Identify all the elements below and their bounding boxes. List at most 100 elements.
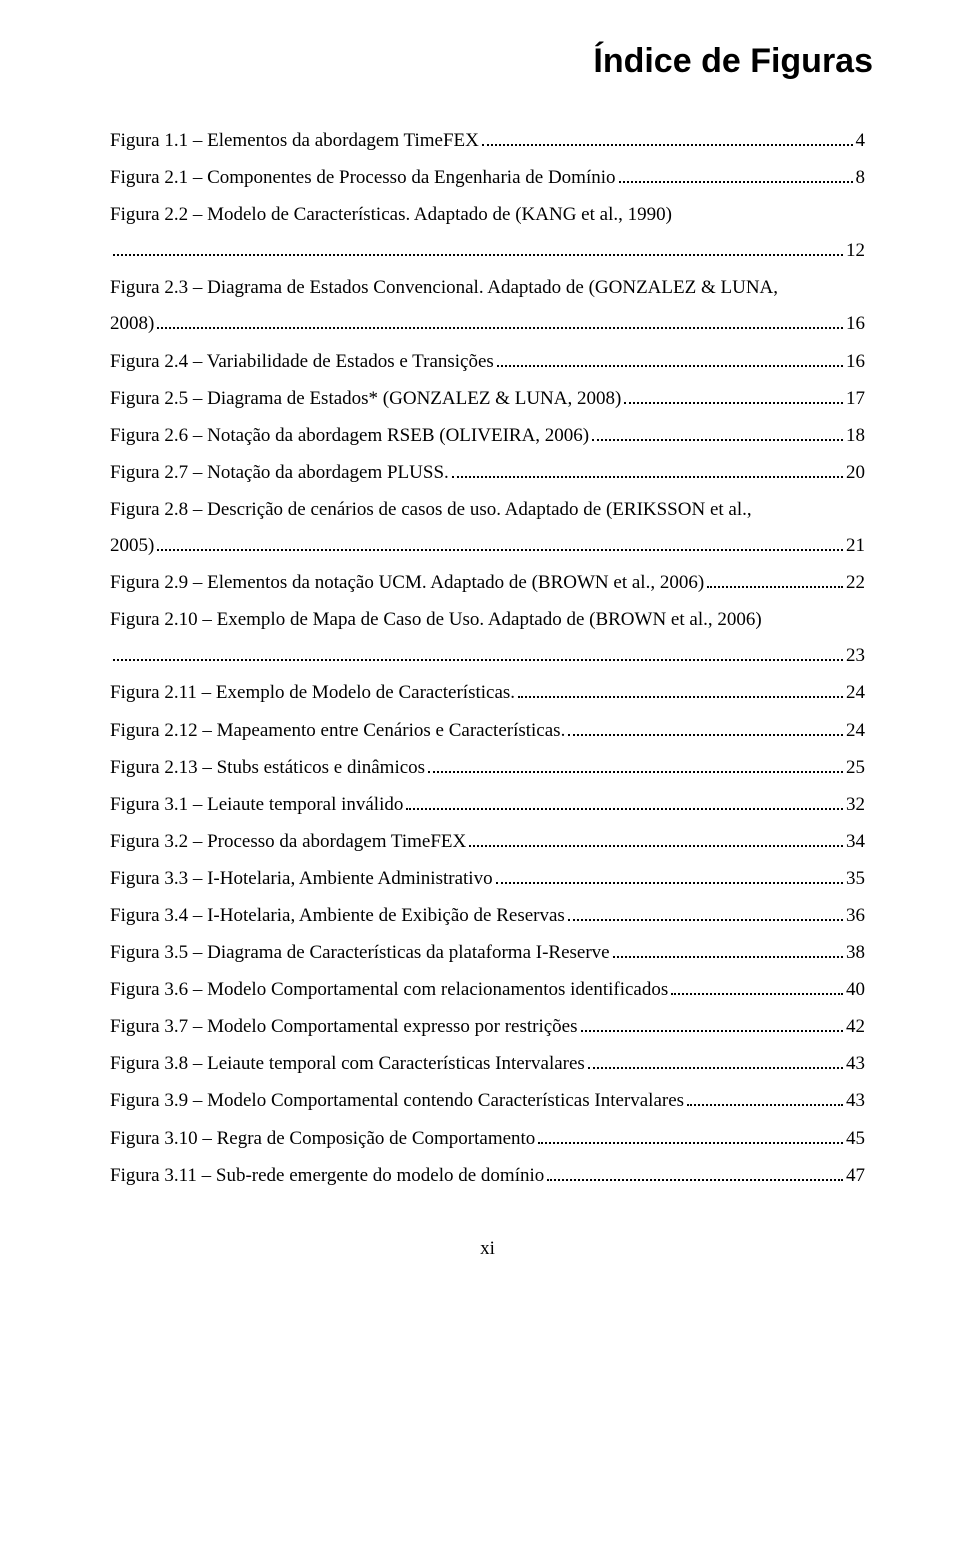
toc-leader-dots bbox=[619, 169, 853, 183]
toc-entry-label: Figura 1.1 – Elementos da abordagem Time… bbox=[110, 123, 479, 159]
toc-entry-page: 34 bbox=[846, 824, 865, 860]
toc-entry-label: Figura 3.4 – I-Hotelaria, Ambiente de Ex… bbox=[110, 898, 565, 934]
toc-entry: Figura 2.9 – Elementos da notação UCM. A… bbox=[110, 565, 865, 601]
toc-leader-dots bbox=[592, 427, 843, 441]
toc-entry-page: 36 bbox=[846, 898, 865, 934]
toc-entry-page: 24 bbox=[846, 713, 865, 749]
toc-entry: Figura 2.13 – Stubs estáticos e dinâmico… bbox=[110, 750, 865, 786]
toc-entry-page: 21 bbox=[846, 528, 865, 564]
toc-entry: Figura 3.11 – Sub-rede emergente do mode… bbox=[110, 1158, 865, 1194]
toc-entry-label: Figura 3.5 – Diagrama de Características… bbox=[110, 935, 610, 971]
toc-entry-line1: Figura 2.10 – Exemplo de Mapa de Caso de… bbox=[110, 602, 865, 638]
toc-entry-label: Figura 2.11 – Exemplo de Modelo de Carac… bbox=[110, 675, 515, 711]
toc-entry-page: 40 bbox=[846, 972, 865, 1008]
toc-leader-dots bbox=[687, 1092, 843, 1106]
toc-entry: Figura 3.10 – Regra de Composição de Com… bbox=[110, 1121, 865, 1157]
toc-entry-label: Figura 2.9 – Elementos da notação UCM. A… bbox=[110, 565, 704, 601]
toc-entry-page: 38 bbox=[846, 935, 865, 971]
toc-leader-dots bbox=[452, 464, 843, 478]
toc-entry: 12 bbox=[110, 233, 865, 269]
toc-entry-label: Figura 2.12 – Mapeamento entre Cenários … bbox=[110, 713, 565, 749]
toc-leader-dots bbox=[624, 389, 843, 403]
toc-entry-page: 16 bbox=[846, 306, 865, 342]
toc-entry-page: 23 bbox=[846, 638, 865, 674]
toc-entry-label: Figura 2.6 – Notação da abordagem RSEB (… bbox=[110, 418, 589, 454]
toc-leader-dots bbox=[538, 1129, 843, 1143]
toc-leader-dots bbox=[469, 833, 843, 847]
toc-entry-page: 4 bbox=[856, 123, 866, 159]
toc-entry-label: Figura 3.8 – Leiaute temporal com Caract… bbox=[110, 1046, 585, 1082]
toc-entry-label: Figura 3.11 – Sub-rede emergente do mode… bbox=[110, 1158, 544, 1194]
toc-entry-label: 2008) bbox=[110, 306, 154, 342]
toc-entry: Figura 2.1 – Componentes de Processo da … bbox=[110, 160, 865, 196]
toc-leader-dots bbox=[707, 574, 843, 588]
toc-entry: Figura 3.1 – Leiaute temporal inválido 3… bbox=[110, 787, 865, 823]
toc-entry-line1: Figura 2.8 – Descrição de cenários de ca… bbox=[110, 492, 865, 528]
toc-entry-page: 20 bbox=[846, 455, 865, 491]
toc-entry-page: 32 bbox=[846, 787, 865, 823]
toc-leader-dots bbox=[113, 647, 843, 661]
toc-entry: Figura 3.6 – Modelo Comportamental com r… bbox=[110, 972, 865, 1008]
toc-entry-page: 43 bbox=[846, 1083, 865, 1119]
toc-entry: Figura 2.6 – Notação da abordagem RSEB (… bbox=[110, 418, 865, 454]
toc-leader-dots bbox=[581, 1018, 843, 1032]
toc-entry: Figura 3.9 – Modelo Comportamental conte… bbox=[110, 1083, 865, 1119]
toc-entry: 2005) 21 bbox=[110, 528, 865, 564]
toc-entry: Figura 1.1 – Elementos da abordagem Time… bbox=[110, 123, 865, 159]
toc-entry-page: 17 bbox=[846, 381, 865, 417]
toc-entry: Figura 2.4 – Variabilidade de Estados e … bbox=[110, 344, 865, 380]
toc-entry-page: 45 bbox=[846, 1121, 865, 1157]
toc-entry-label: Figura 2.13 – Stubs estáticos e dinâmico… bbox=[110, 750, 425, 786]
toc-leader-dots bbox=[113, 242, 843, 256]
toc-entry-label: Figura 2.4 – Variabilidade de Estados e … bbox=[110, 344, 494, 380]
toc-entry-label: Figura 3.3 – I-Hotelaria, Ambiente Admin… bbox=[110, 861, 493, 897]
toc-entry-page: 12 bbox=[846, 233, 865, 269]
toc-entry-page: 24 bbox=[846, 675, 865, 711]
toc-entry-line1: Figura 2.2 – Modelo de Características. … bbox=[110, 197, 865, 233]
toc-entry: Figura 3.4 – I-Hotelaria, Ambiente de Ex… bbox=[110, 898, 865, 934]
toc-entry-page: 43 bbox=[846, 1046, 865, 1082]
toc-entry-label: Figura 3.7 – Modelo Comportamental expre… bbox=[110, 1009, 578, 1045]
toc-entry-label: Figura 3.9 – Modelo Comportamental conte… bbox=[110, 1083, 684, 1119]
toc-leader-dots bbox=[496, 870, 843, 884]
page-title: Índice de Figuras bbox=[110, 42, 873, 81]
toc-entry-label: Figura 2.5 – Diagrama de Estados* (GONZA… bbox=[110, 381, 621, 417]
figures-index: Figura 1.1 – Elementos da abordagem Time… bbox=[110, 123, 865, 1194]
toc-leader-dots bbox=[568, 907, 843, 921]
toc-entry: Figura 3.7 – Modelo Comportamental expre… bbox=[110, 1009, 865, 1045]
toc-entry: Figura 2.7 – Notação da abordagem PLUSS.… bbox=[110, 455, 865, 491]
toc-entry: Figura 2.11 – Exemplo de Modelo de Carac… bbox=[110, 675, 865, 711]
toc-leader-dots bbox=[428, 758, 843, 772]
toc-leader-dots bbox=[157, 315, 843, 329]
toc-entry-label: Figura 3.1 – Leiaute temporal inválido bbox=[110, 787, 403, 823]
toc-leader-dots bbox=[613, 944, 843, 958]
toc-entry-page: 22 bbox=[846, 565, 865, 601]
toc-entry-page: 16 bbox=[846, 344, 865, 380]
toc-entry-label: Figura 3.2 – Processo da abordagem TimeF… bbox=[110, 824, 466, 860]
toc-leader-dots bbox=[568, 721, 843, 735]
toc-leader-dots bbox=[497, 352, 843, 366]
toc-entry-label: Figura 2.1 – Componentes de Processo da … bbox=[110, 160, 616, 196]
toc-entry-label: Figura 2.7 – Notação da abordagem PLUSS. bbox=[110, 455, 449, 491]
toc-entry: Figura 3.8 – Leiaute temporal com Caract… bbox=[110, 1046, 865, 1082]
toc-entry-label: 2005) bbox=[110, 528, 154, 564]
toc-entry-page: 18 bbox=[846, 418, 865, 454]
toc-entry-page: 25 bbox=[846, 750, 865, 786]
toc-leader-dots bbox=[406, 795, 843, 809]
page-number-footer: xi bbox=[110, 1238, 865, 1260]
toc-entry: Figura 3.5 – Diagrama de Características… bbox=[110, 935, 865, 971]
toc-entry-label: Figura 3.6 – Modelo Comportamental com r… bbox=[110, 972, 668, 1008]
toc-entry: Figura 2.5 – Diagrama de Estados* (GONZA… bbox=[110, 381, 865, 417]
toc-leader-dots bbox=[671, 981, 843, 995]
toc-entry-page: 42 bbox=[846, 1009, 865, 1045]
toc-leader-dots bbox=[547, 1166, 843, 1180]
toc-entry: Figura 3.2 – Processo da abordagem TimeF… bbox=[110, 824, 865, 860]
toc-leader-dots bbox=[588, 1055, 843, 1069]
toc-leader-dots bbox=[157, 537, 843, 551]
toc-entry: Figura 2.12 – Mapeamento entre Cenários … bbox=[110, 713, 865, 749]
toc-entry-page: 35 bbox=[846, 861, 865, 897]
toc-entry: 2008) 16 bbox=[110, 306, 865, 342]
toc-leader-dots bbox=[482, 132, 853, 146]
toc-entry: 23 bbox=[110, 638, 865, 674]
toc-leader-dots bbox=[518, 684, 843, 698]
